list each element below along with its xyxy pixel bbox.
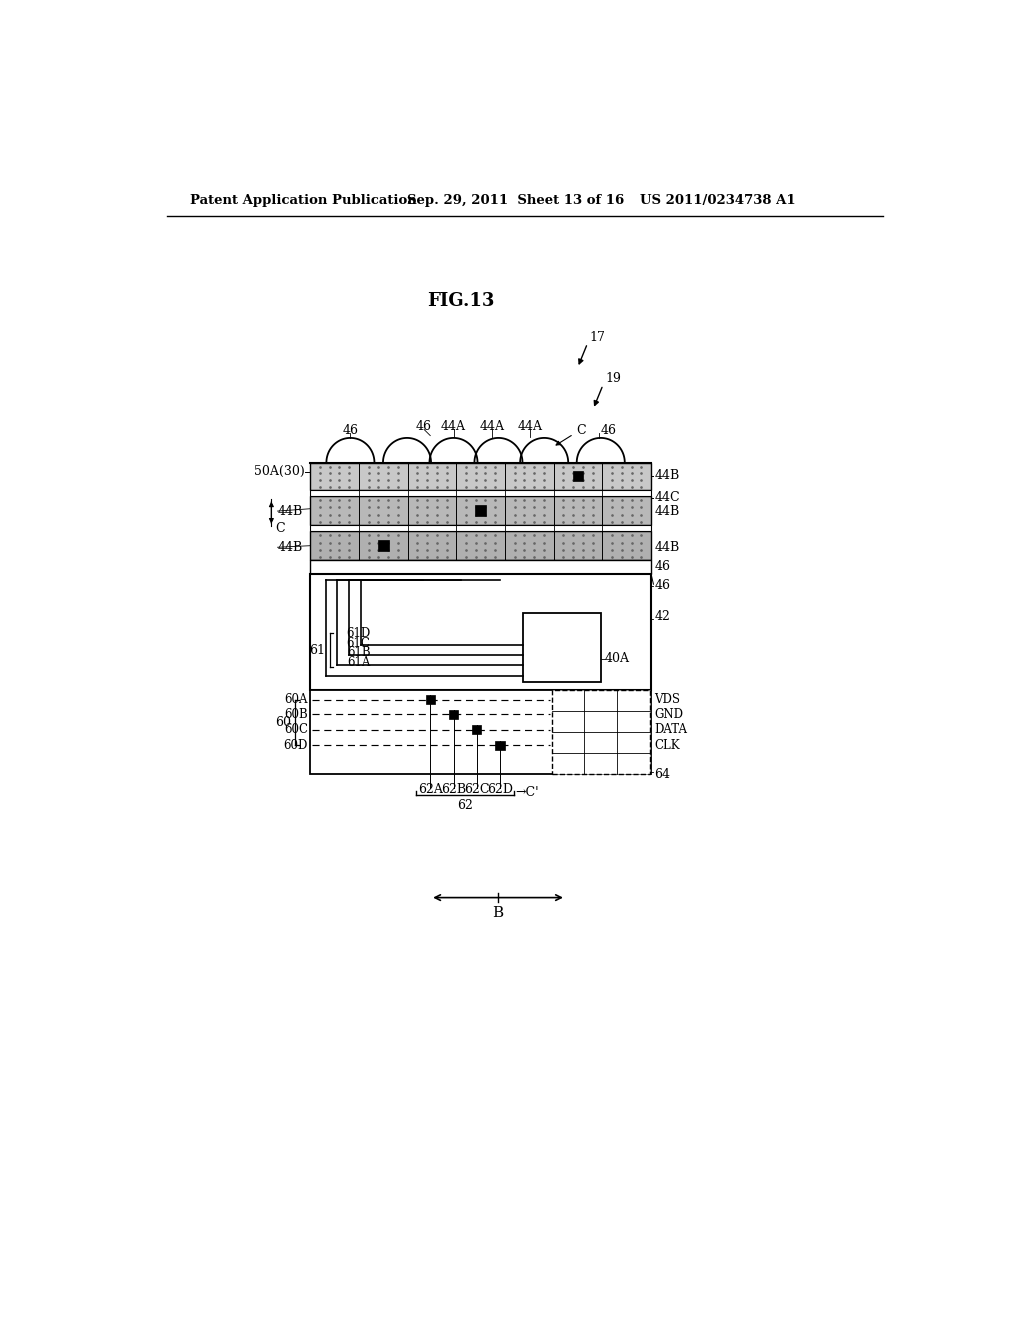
Bar <box>310 689 651 775</box>
Text: 60B: 60B <box>284 708 308 721</box>
Text: 61B: 61B <box>347 647 371 659</box>
Text: US 2011/0234738 A1: US 2011/0234738 A1 <box>640 194 795 207</box>
Text: Patent Application Publication: Patent Application Publication <box>190 194 417 207</box>
Text: 19: 19 <box>605 372 622 385</box>
Text: 42: 42 <box>655 610 671 623</box>
Text: 62A: 62A <box>418 783 442 796</box>
Bar <box>426 696 435 705</box>
Bar <box>344 574 361 585</box>
Bar <box>449 710 458 719</box>
Text: Sep. 29, 2011  Sheet 13 of 16: Sep. 29, 2011 Sheet 13 of 16 <box>407 194 625 207</box>
Text: 60D: 60D <box>284 739 308 751</box>
Text: 44C: 44C <box>655 491 681 504</box>
Text: 46: 46 <box>342 424 358 437</box>
Text: 61: 61 <box>309 644 325 656</box>
Text: 44B: 44B <box>655 541 680 554</box>
Bar <box>310 531 651 561</box>
Bar <box>394 574 412 585</box>
Bar <box>310 574 651 689</box>
Text: 40A: 40A <box>604 652 630 665</box>
Bar <box>310 496 651 525</box>
Text: 60A: 60A <box>285 693 308 706</box>
Bar <box>572 471 584 482</box>
Text: 50A(30): 50A(30) <box>254 465 305 478</box>
Bar <box>475 506 486 516</box>
Text: CLK: CLK <box>654 739 680 751</box>
Text: 46: 46 <box>600 424 616 437</box>
Text: B: B <box>493 906 504 920</box>
Text: 44B: 44B <box>278 541 303 554</box>
Bar <box>310 490 651 496</box>
Text: 46: 46 <box>655 560 671 573</box>
Text: 62C: 62C <box>464 783 489 796</box>
Bar <box>496 741 505 750</box>
Text: 44A: 44A <box>480 420 505 433</box>
Text: 61D: 61D <box>346 627 371 640</box>
Text: 44B: 44B <box>655 469 680 482</box>
Text: GND: GND <box>654 708 683 721</box>
Bar <box>310 525 651 531</box>
Text: 46: 46 <box>655 579 671 593</box>
Text: 46: 46 <box>416 420 432 433</box>
Bar <box>310 462 651 490</box>
Text: FIG.13: FIG.13 <box>428 292 495 310</box>
Text: 44A: 44A <box>518 420 543 433</box>
Text: C: C <box>575 425 586 437</box>
Bar <box>492 574 509 585</box>
Text: 64: 64 <box>654 768 671 781</box>
Bar <box>378 540 389 552</box>
Bar <box>546 574 563 585</box>
Text: 17: 17 <box>590 330 606 343</box>
Text: 44B: 44B <box>655 504 680 517</box>
Text: 60C: 60C <box>284 723 308 737</box>
Bar <box>523 612 601 682</box>
Bar <box>310 560 651 574</box>
Text: C: C <box>275 521 285 535</box>
Text: 62B: 62B <box>441 783 466 796</box>
Text: 62: 62 <box>457 800 473 813</box>
Text: 61A: 61A <box>347 656 371 669</box>
Text: DATA: DATA <box>654 723 687 737</box>
Bar <box>441 574 458 585</box>
Text: →C': →C' <box>515 785 539 799</box>
Text: VDS: VDS <box>654 693 680 706</box>
Text: 62D: 62D <box>487 783 513 796</box>
Text: 60: 60 <box>274 715 291 729</box>
Bar <box>552 689 649 775</box>
Text: 61C: 61C <box>347 638 371 649</box>
Text: 44A: 44A <box>441 420 466 433</box>
Bar <box>472 725 481 734</box>
Text: 44B: 44B <box>278 504 303 517</box>
